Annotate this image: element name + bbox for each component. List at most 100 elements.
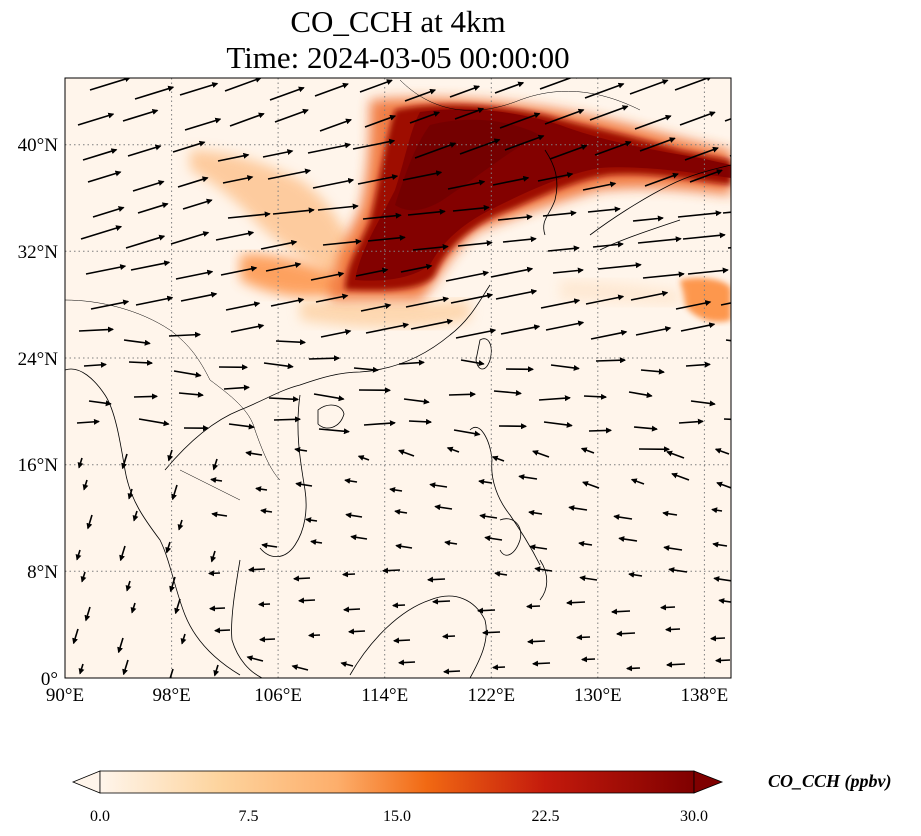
wind-arrow xyxy=(171,484,178,501)
wind-arrow xyxy=(400,263,433,273)
x-tick-label: 138°E xyxy=(681,685,729,706)
wind-arrow xyxy=(246,655,264,662)
wind-arrow xyxy=(295,481,313,488)
wind-arrow xyxy=(211,511,228,518)
colorbar-tick-label: 22.5 xyxy=(532,808,560,825)
wind-arrow xyxy=(443,668,461,675)
wind-arrow xyxy=(733,266,772,270)
wind-arrow xyxy=(618,536,638,543)
x-axis-tick-labels: 90°E 98°E 106°E 114°E 122°E 130°E 138°E xyxy=(46,685,728,706)
wind-arrow xyxy=(293,575,311,582)
wind-arrow xyxy=(689,169,723,183)
wind-arrow xyxy=(213,664,220,677)
wind-arrow xyxy=(135,295,174,306)
wind-arrow xyxy=(258,601,271,608)
wind-arrow xyxy=(180,291,218,302)
wind-arrow xyxy=(427,576,446,583)
x-tick-label: 130°E xyxy=(574,685,622,706)
wind-arrow xyxy=(528,509,543,516)
wind-arrow xyxy=(710,635,726,642)
wind-arrow xyxy=(92,206,125,218)
wind-arrow xyxy=(133,393,158,400)
wind-arrow xyxy=(210,477,223,484)
wind-arrow xyxy=(132,510,139,522)
wind-arrow xyxy=(410,318,454,330)
wind-arrow xyxy=(255,486,268,493)
wind-arrow xyxy=(644,172,679,187)
wind-arrow xyxy=(80,571,87,583)
wind-arrow xyxy=(736,396,761,397)
wind-arrow xyxy=(434,504,453,511)
y-tick-label: 32°N xyxy=(18,242,59,263)
wind-arrow xyxy=(727,246,731,249)
wind-arrow xyxy=(398,659,416,666)
wind-arrow xyxy=(723,418,731,421)
wind-arrow xyxy=(315,293,349,303)
wind-arrow xyxy=(578,540,593,547)
wind-arrow xyxy=(223,384,250,391)
wind-arrow xyxy=(310,271,345,281)
wind-arrow xyxy=(633,425,658,432)
wind-arrow xyxy=(132,180,165,192)
colorbar-tick-label: 30.0 xyxy=(680,808,708,825)
wind-arrow xyxy=(270,297,305,307)
wind-arrow xyxy=(628,571,643,578)
wind-arrow xyxy=(504,134,545,151)
wind-arrow xyxy=(445,270,490,282)
wind-arrow xyxy=(125,234,166,249)
wind-arrow xyxy=(229,112,265,127)
wind-arrow xyxy=(678,418,704,425)
wind-arrow xyxy=(404,88,437,102)
wind-arrow xyxy=(482,629,501,636)
wind-arrow xyxy=(479,513,498,520)
colorbar: 0.0 7.5 15.0 22.5 30.0 xyxy=(71,770,724,825)
wind-arrow xyxy=(317,203,359,211)
wind-arrow xyxy=(500,324,541,335)
wind-arrow xyxy=(272,207,315,215)
wind-arrow xyxy=(547,245,580,252)
wind-arrow xyxy=(87,170,122,183)
wind-arrow xyxy=(715,657,731,664)
wind-arrow xyxy=(611,608,631,615)
wind-arrow xyxy=(538,395,571,402)
wind-arrow xyxy=(291,664,309,671)
wind-arrow xyxy=(340,661,354,668)
wind-arrow xyxy=(342,571,356,578)
wind-arrow xyxy=(312,177,355,189)
wind-arrow xyxy=(355,267,389,277)
wind-arrow xyxy=(455,328,497,339)
wind-arrow xyxy=(173,370,202,378)
wind-arrow xyxy=(365,322,410,334)
y-tick-label: 40°N xyxy=(18,135,59,156)
colorbar-high-extend xyxy=(693,770,724,794)
wind-arrow xyxy=(716,481,731,489)
wind-arrow xyxy=(245,450,263,457)
wind-arrow xyxy=(122,109,159,122)
wind-arrow xyxy=(668,567,688,574)
wind-arrow xyxy=(364,114,397,128)
wind-arrow xyxy=(382,567,401,574)
wind-arrow xyxy=(477,607,496,614)
wind-arrow xyxy=(402,170,443,181)
wind-arrow xyxy=(671,472,690,481)
wind-arrow xyxy=(77,112,115,126)
wind-arrow xyxy=(307,142,352,154)
wind-arrow xyxy=(630,478,645,485)
wind-arrow xyxy=(122,659,129,676)
wind-arrow xyxy=(225,301,261,311)
wind-arrow xyxy=(539,78,582,90)
wind-arrow xyxy=(174,598,181,615)
wind-arrow xyxy=(212,458,219,471)
wind-arrow xyxy=(634,114,672,130)
wind-arrow xyxy=(568,505,588,512)
wind-arrow xyxy=(484,535,503,542)
wind-arrow xyxy=(660,604,676,611)
wind-arrow xyxy=(314,82,349,97)
wind-arrow xyxy=(86,514,93,530)
wind-arrow xyxy=(679,111,716,126)
wind-arrow xyxy=(305,517,318,524)
colorbar-tick-label: 15.0 xyxy=(383,808,411,825)
wind-arrow xyxy=(398,449,415,457)
wind-arrow xyxy=(585,294,625,305)
